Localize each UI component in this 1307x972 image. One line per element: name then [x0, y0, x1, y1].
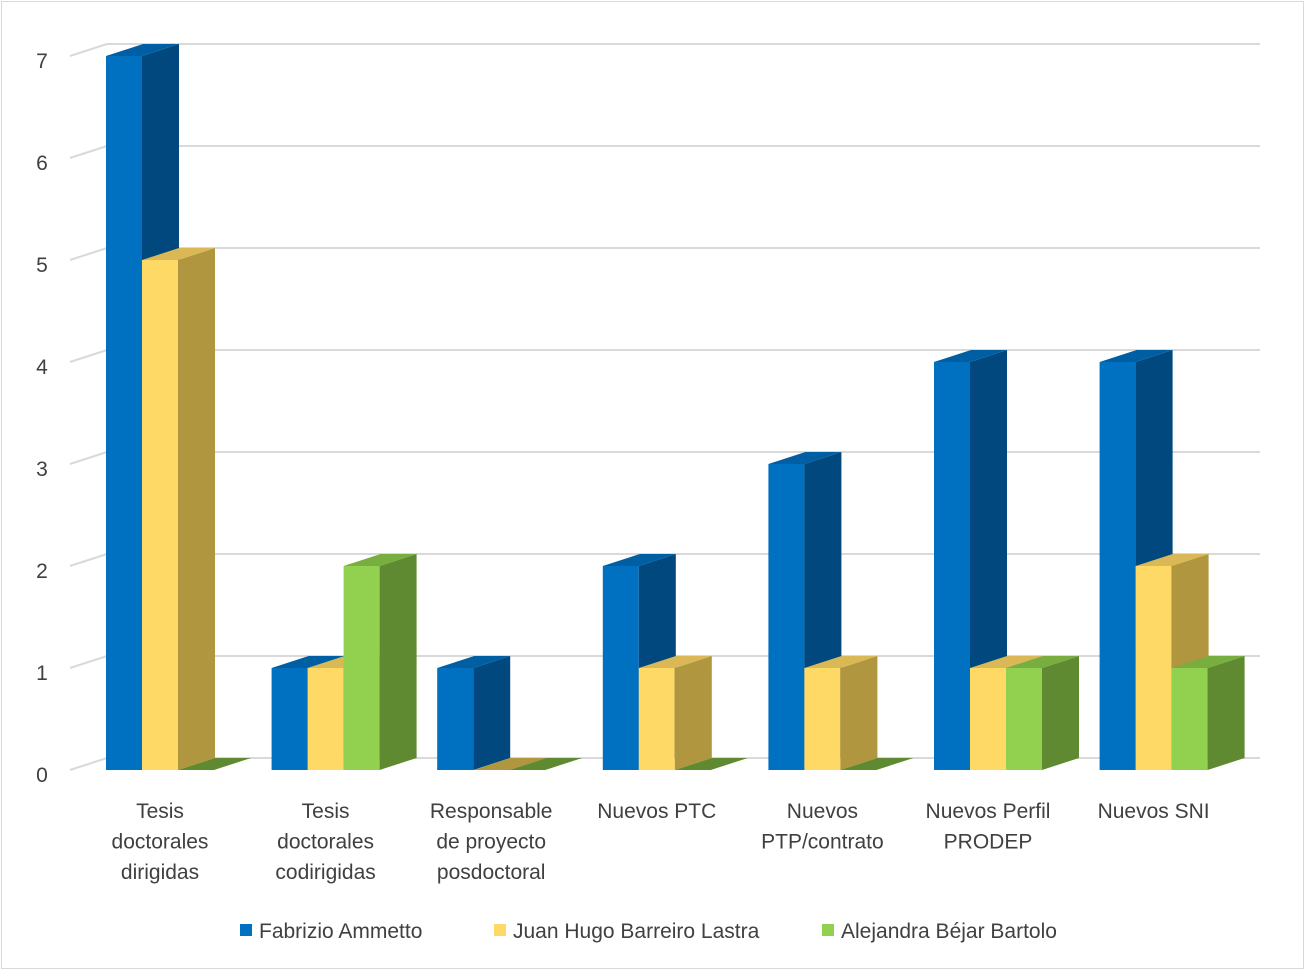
x-tick-label: Tesis doctorales codirigidas [275, 800, 375, 884]
y-tick-label: 3 [36, 458, 48, 481]
x-axis-labels: Tesis doctorales dirigidas Tesis doctorales c… [112, 800, 1210, 884]
bar [509, 758, 583, 770]
y-tick-label: 1 [36, 662, 48, 685]
bar [142, 248, 215, 770]
legend: Fabrizio Ammetto Juan Hugo Barreiro Lastr… [240, 920, 1057, 943]
gridline [69, 349, 1260, 363]
y-tick-label: 6 [36, 152, 48, 175]
bar [804, 656, 878, 770]
legend-item: Juan Hugo Barreiro Lastra [494, 920, 760, 943]
y-tick-label: 4 [36, 356, 48, 379]
bar [1171, 656, 1245, 770]
legend-swatch [494, 924, 506, 936]
gridline [69, 247, 1260, 261]
bar [674, 758, 748, 770]
gridline [69, 43, 1260, 57]
legend-label: Alejandra Béjar Bartolo [841, 920, 1057, 943]
bar [343, 554, 417, 770]
bar [473, 758, 547, 770]
x-tick-label: Nuevos Perfil PRODEP [926, 800, 1051, 854]
legend-label: Juan Hugo Barreiro Lastra [513, 920, 760, 943]
y-tick-label: 7 [36, 50, 48, 73]
bar [840, 758, 914, 770]
gridline [69, 553, 1260, 567]
legend-swatch [240, 924, 252, 936]
bar [437, 656, 511, 770]
bars [106, 44, 1245, 770]
x-tick-label: Nuevos PTP/contrato [761, 800, 884, 854]
bar [638, 656, 712, 770]
gridline [69, 451, 1260, 465]
legend-item: Fabrizio Ammetto [240, 920, 422, 943]
legend-item: Alejandra Béjar Bartolo [822, 920, 1057, 943]
bar [1006, 656, 1079, 770]
bar [178, 758, 251, 770]
y-axis-ticks: 0 1 2 3 4 5 6 7 [36, 50, 48, 787]
legend-label: Fabrizio Ammetto [259, 920, 422, 943]
y-tick-label: 0 [36, 764, 48, 787]
x-tick-label: Nuevos SNI [1098, 800, 1210, 823]
gridlines [69, 43, 1260, 771]
legend-swatch [822, 924, 834, 936]
x-tick-label: Nuevos PTC [597, 800, 716, 823]
x-tick-label: Tesis doctorales dirigidas [112, 800, 209, 884]
y-tick-label: 5 [36, 254, 48, 277]
x-tick-label: Responsable de proyecto posdoctoral [430, 800, 553, 884]
gridline [69, 145, 1260, 159]
y-tick-label: 2 [36, 560, 48, 583]
